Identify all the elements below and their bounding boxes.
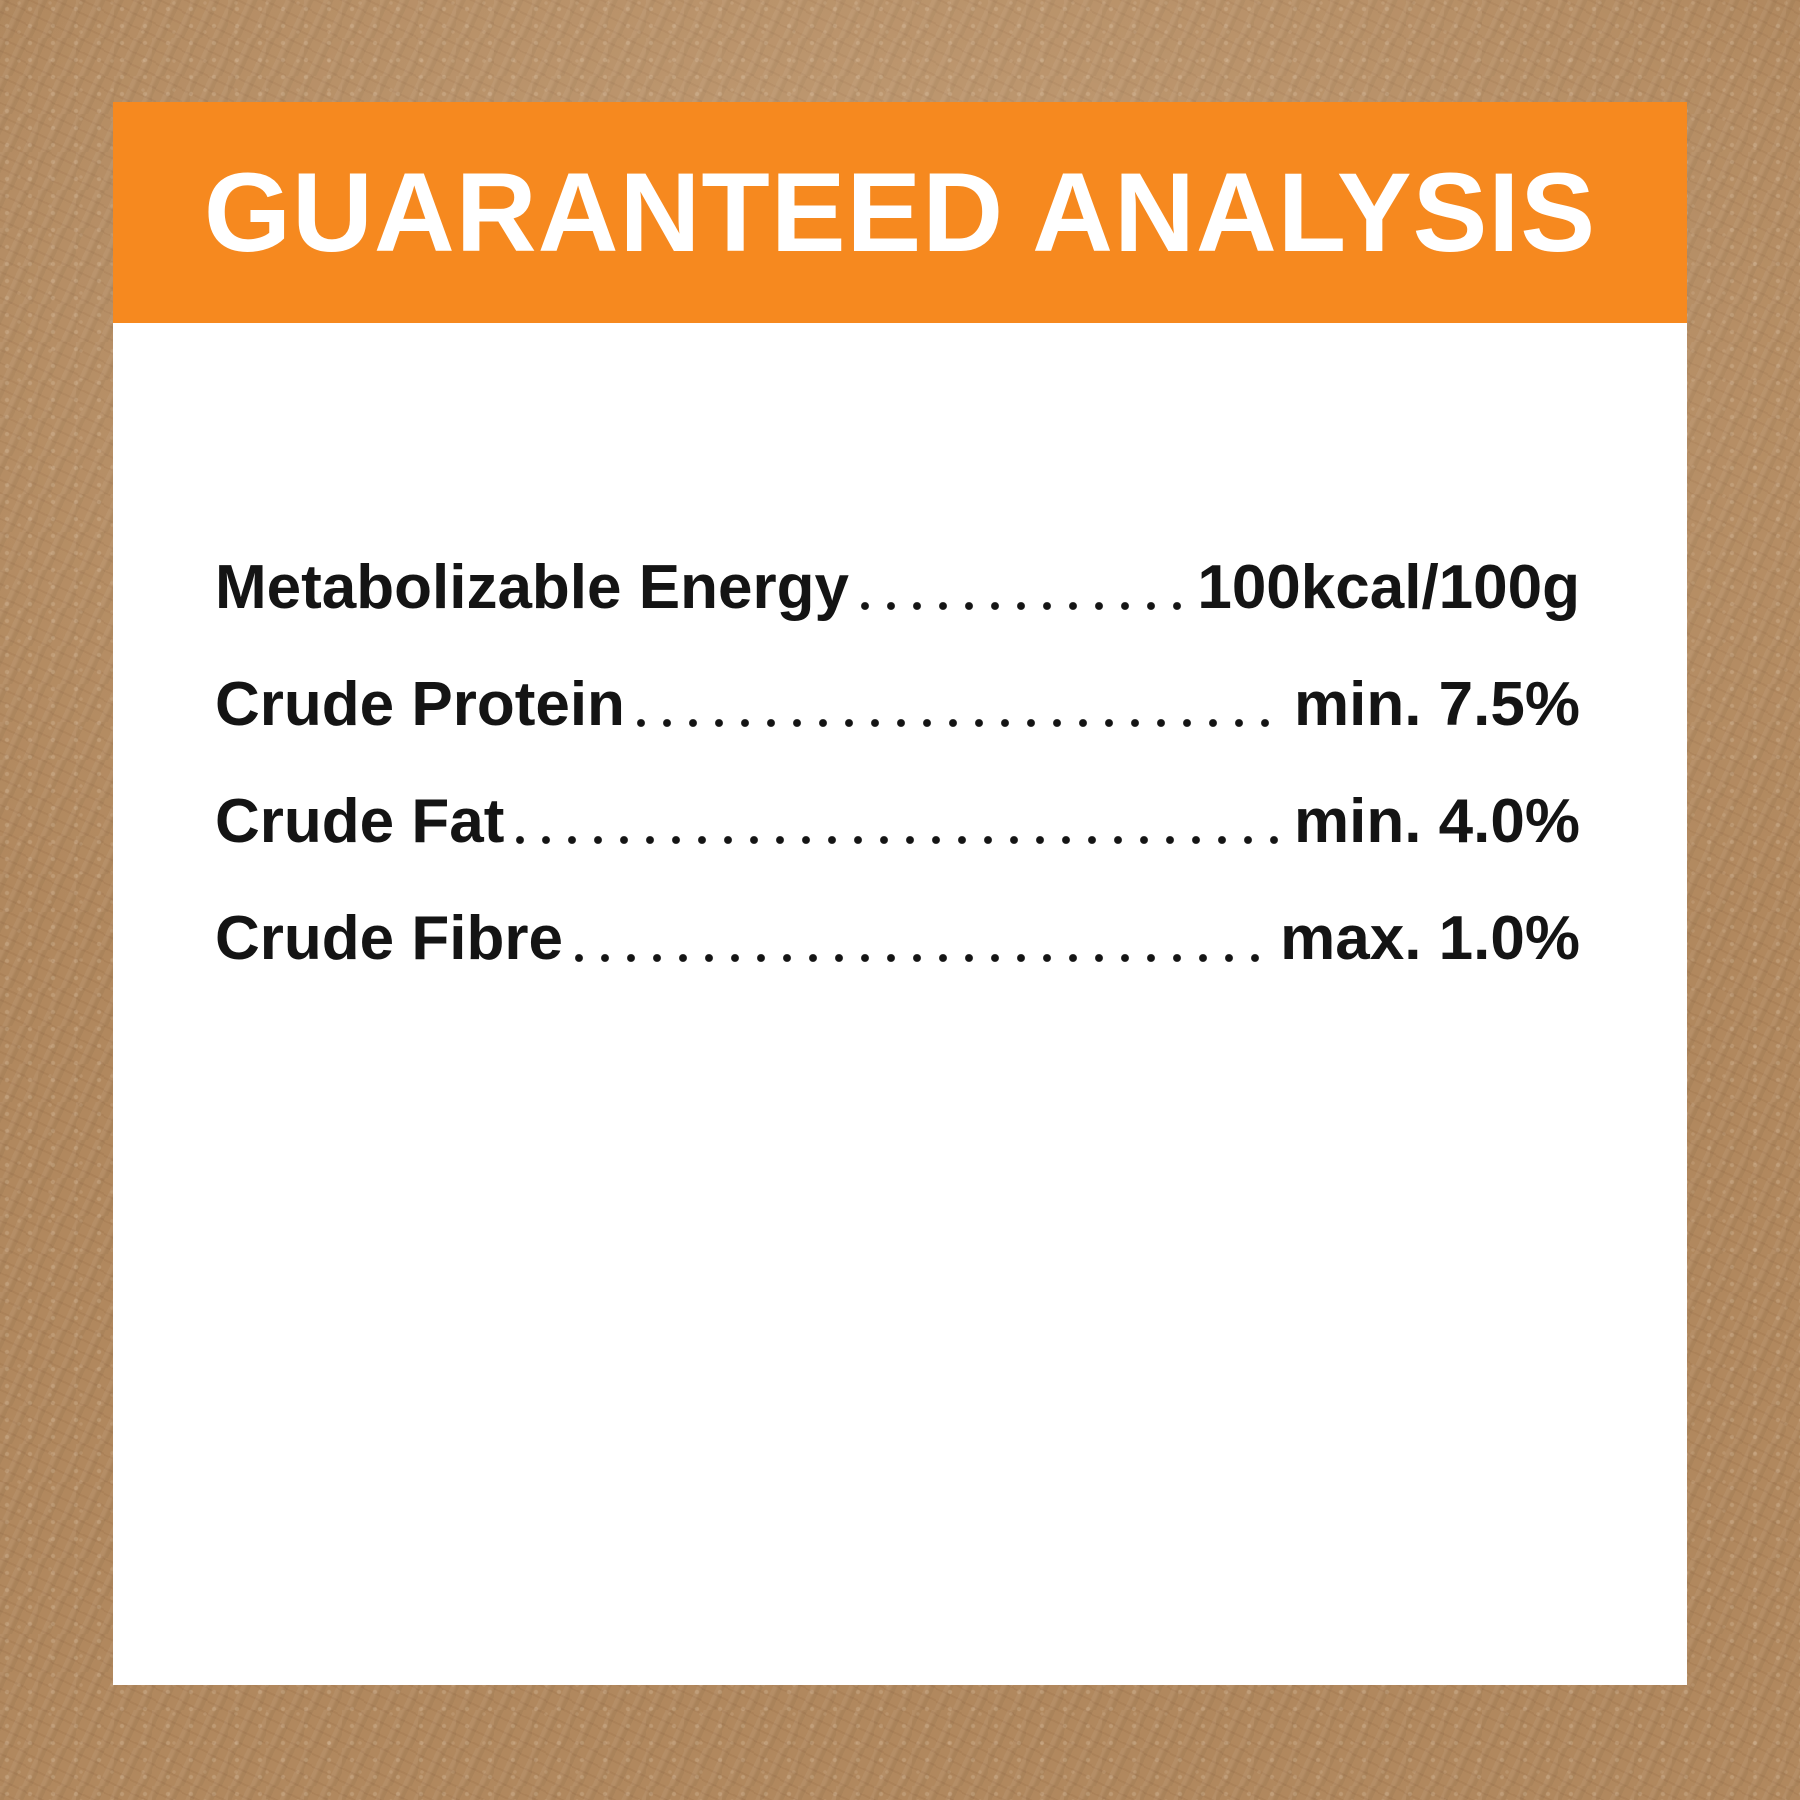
nutrient-value: 100kcal/100g	[1197, 553, 1580, 622]
nutrient-value: min. 7.5%	[1294, 670, 1580, 740]
label-card: GUARANTEED ANALYSIS Metabolizable Energy…	[113, 102, 1687, 1685]
dot-leader	[574, 902, 1271, 975]
nutrient-value: max. 1.0%	[1280, 904, 1580, 974]
page-title: GUARANTEED ANALYSIS	[203, 150, 1597, 275]
analysis-table: Metabolizable Energy 100kcal/100g Crude …	[113, 323, 1687, 976]
nutrient-name: Crude Fat	[215, 787, 505, 857]
nutrient-name: Crude Fibre	[215, 904, 563, 974]
analysis-row-crude-protein: Crude Protein min. 7.5%	[215, 668, 1580, 741]
nutrient-name: Crude Protein	[215, 670, 625, 740]
nutrient-name: Metabolizable Energy	[215, 553, 849, 622]
dot-leader	[636, 668, 1285, 741]
header-bar: GUARANTEED ANALYSIS	[113, 102, 1687, 323]
dot-leader	[516, 785, 1284, 858]
analysis-row-crude-fat: Crude Fat min. 4.0%	[215, 785, 1580, 858]
analysis-row-crude-fibre: Crude Fibre max. 1.0%	[215, 902, 1580, 975]
nutrient-value: min. 4.0%	[1294, 787, 1580, 857]
analysis-row-metabolizable-energy: Metabolizable Energy 100kcal/100g	[215, 551, 1580, 624]
dot-leader	[860, 551, 1188, 624]
